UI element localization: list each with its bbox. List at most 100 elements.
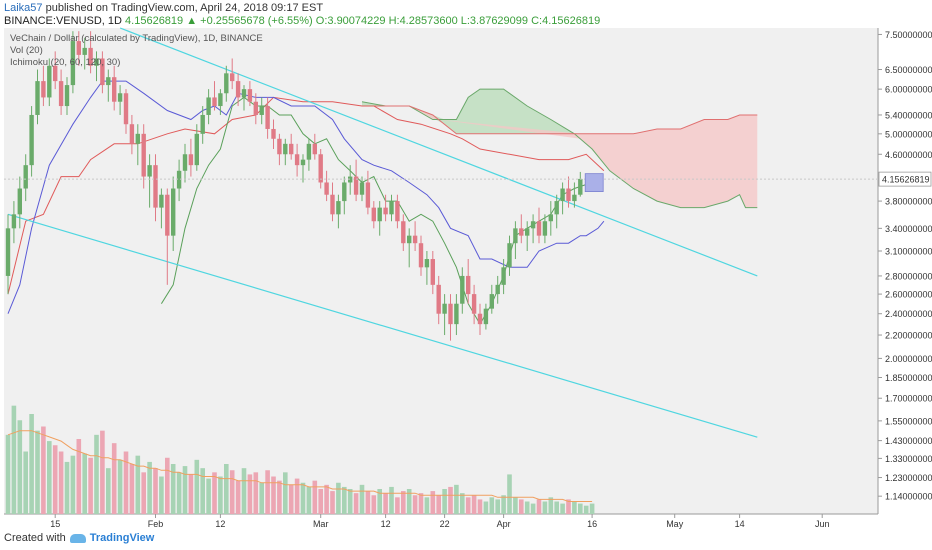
candle-bearish bbox=[566, 176, 571, 208]
candle-body bbox=[424, 259, 430, 268]
candle-bearish bbox=[436, 275, 441, 325]
time-axis-label: 22 bbox=[440, 519, 450, 529]
price-axis-label: 1.23000000 bbox=[885, 473, 932, 483]
candle-body bbox=[395, 201, 400, 222]
candle-bearish bbox=[129, 114, 135, 155]
ichimoku-cloud-bearish bbox=[415, 108, 758, 208]
volume-bar bbox=[412, 495, 418, 514]
candle-body bbox=[300, 159, 306, 166]
candle-bearish bbox=[294, 143, 300, 177]
candle-body bbox=[194, 133, 199, 166]
candle-body bbox=[336, 201, 341, 215]
candle-bearish bbox=[412, 221, 418, 251]
candle-bullish bbox=[560, 182, 565, 215]
candle-bearish bbox=[235, 73, 241, 107]
candle-bullish bbox=[424, 250, 430, 285]
candle-body bbox=[112, 77, 117, 102]
volume-bar bbox=[342, 486, 347, 514]
candle-body bbox=[153, 165, 158, 208]
volume-bar bbox=[218, 476, 223, 514]
volume-bar bbox=[495, 499, 500, 514]
candle-body bbox=[76, 41, 81, 55]
candle-body bbox=[318, 154, 323, 183]
price-axis-label: 6.50000000 bbox=[885, 65, 932, 75]
volume-bar bbox=[64, 461, 70, 514]
candle-bearish bbox=[430, 250, 435, 295]
candle-body bbox=[430, 259, 435, 285]
volume-bar bbox=[560, 503, 565, 514]
candle-body bbox=[294, 154, 300, 166]
price-axis-label: 2.80000000 bbox=[885, 271, 932, 281]
candle-bearish bbox=[253, 93, 258, 125]
candle-body bbox=[165, 194, 170, 236]
candle-bullish bbox=[117, 85, 123, 115]
candle-body bbox=[353, 176, 359, 195]
candle-body bbox=[525, 228, 530, 236]
time-axis-label: 15 bbox=[50, 519, 60, 529]
volume-bar bbox=[11, 405, 17, 514]
time-axis-label: 14 bbox=[735, 519, 745, 529]
candle-bearish bbox=[141, 124, 146, 189]
candle-body bbox=[188, 154, 194, 166]
price-axis-label: 1.14000000 bbox=[885, 492, 932, 502]
tradingview-brand[interactable]: TradingView bbox=[89, 532, 155, 544]
trendline-lower bbox=[7, 213, 758, 438]
candle-bearish bbox=[448, 294, 453, 341]
price-axis-label: 5.00000000 bbox=[885, 129, 932, 139]
price-axis-label: 1.43000000 bbox=[885, 436, 932, 446]
candle-body bbox=[94, 58, 99, 66]
volume-bar bbox=[147, 461, 152, 514]
candle-body bbox=[224, 73, 229, 94]
volume-bar bbox=[288, 484, 294, 514]
candle-bullish bbox=[94, 51, 99, 82]
candle-bullish bbox=[106, 69, 111, 102]
candle-body bbox=[253, 101, 258, 115]
candle-body bbox=[554, 201, 559, 215]
candle-body bbox=[265, 106, 270, 129]
candle-bullish bbox=[377, 201, 382, 236]
time-axis-label: Mar bbox=[313, 519, 329, 529]
volume-bar bbox=[29, 414, 34, 514]
volume-ma-line bbox=[7, 430, 593, 502]
candle-body bbox=[324, 182, 329, 195]
volume-bar bbox=[442, 489, 447, 514]
candle-bullish bbox=[70, 31, 76, 94]
volume-bar bbox=[519, 499, 524, 514]
candle-bullish bbox=[159, 188, 164, 229]
candle-body bbox=[29, 114, 34, 166]
volume-bar bbox=[471, 495, 477, 514]
publisher-name[interactable]: Laika57 bbox=[4, 2, 43, 14]
candle-body bbox=[407, 235, 412, 244]
candle-body bbox=[359, 182, 365, 195]
volume-bar bbox=[377, 489, 382, 514]
price-axis-label: 4.60000000 bbox=[885, 150, 932, 160]
candle-bullish bbox=[200, 106, 205, 144]
volume-bar bbox=[501, 495, 506, 514]
candle-bearish bbox=[324, 170, 329, 202]
candle-bearish bbox=[230, 58, 235, 90]
candle-body bbox=[106, 77, 111, 86]
time-axis-label: 12 bbox=[381, 519, 391, 529]
candle-body bbox=[123, 93, 129, 125]
candle-body bbox=[312, 143, 317, 155]
candle-bullish bbox=[283, 138, 288, 166]
volume-bar bbox=[259, 482, 264, 514]
candle-body bbox=[572, 194, 577, 202]
volume-bar bbox=[566, 499, 571, 514]
volume-bar bbox=[153, 468, 158, 514]
candle-body bbox=[182, 154, 188, 171]
candle-body bbox=[64, 85, 70, 107]
candle-body bbox=[330, 194, 335, 215]
candle-bullish bbox=[483, 303, 489, 330]
volume-bar bbox=[141, 472, 146, 514]
candle-body bbox=[536, 221, 542, 236]
price-axis-label: 1.33000000 bbox=[885, 454, 932, 464]
candle-body bbox=[58, 81, 64, 107]
candle-body bbox=[259, 106, 264, 115]
candle-bullish bbox=[542, 214, 548, 244]
candle-body bbox=[401, 221, 406, 244]
candle-body bbox=[230, 73, 235, 82]
candle-bullish bbox=[194, 124, 199, 171]
volume-bar bbox=[483, 501, 489, 514]
